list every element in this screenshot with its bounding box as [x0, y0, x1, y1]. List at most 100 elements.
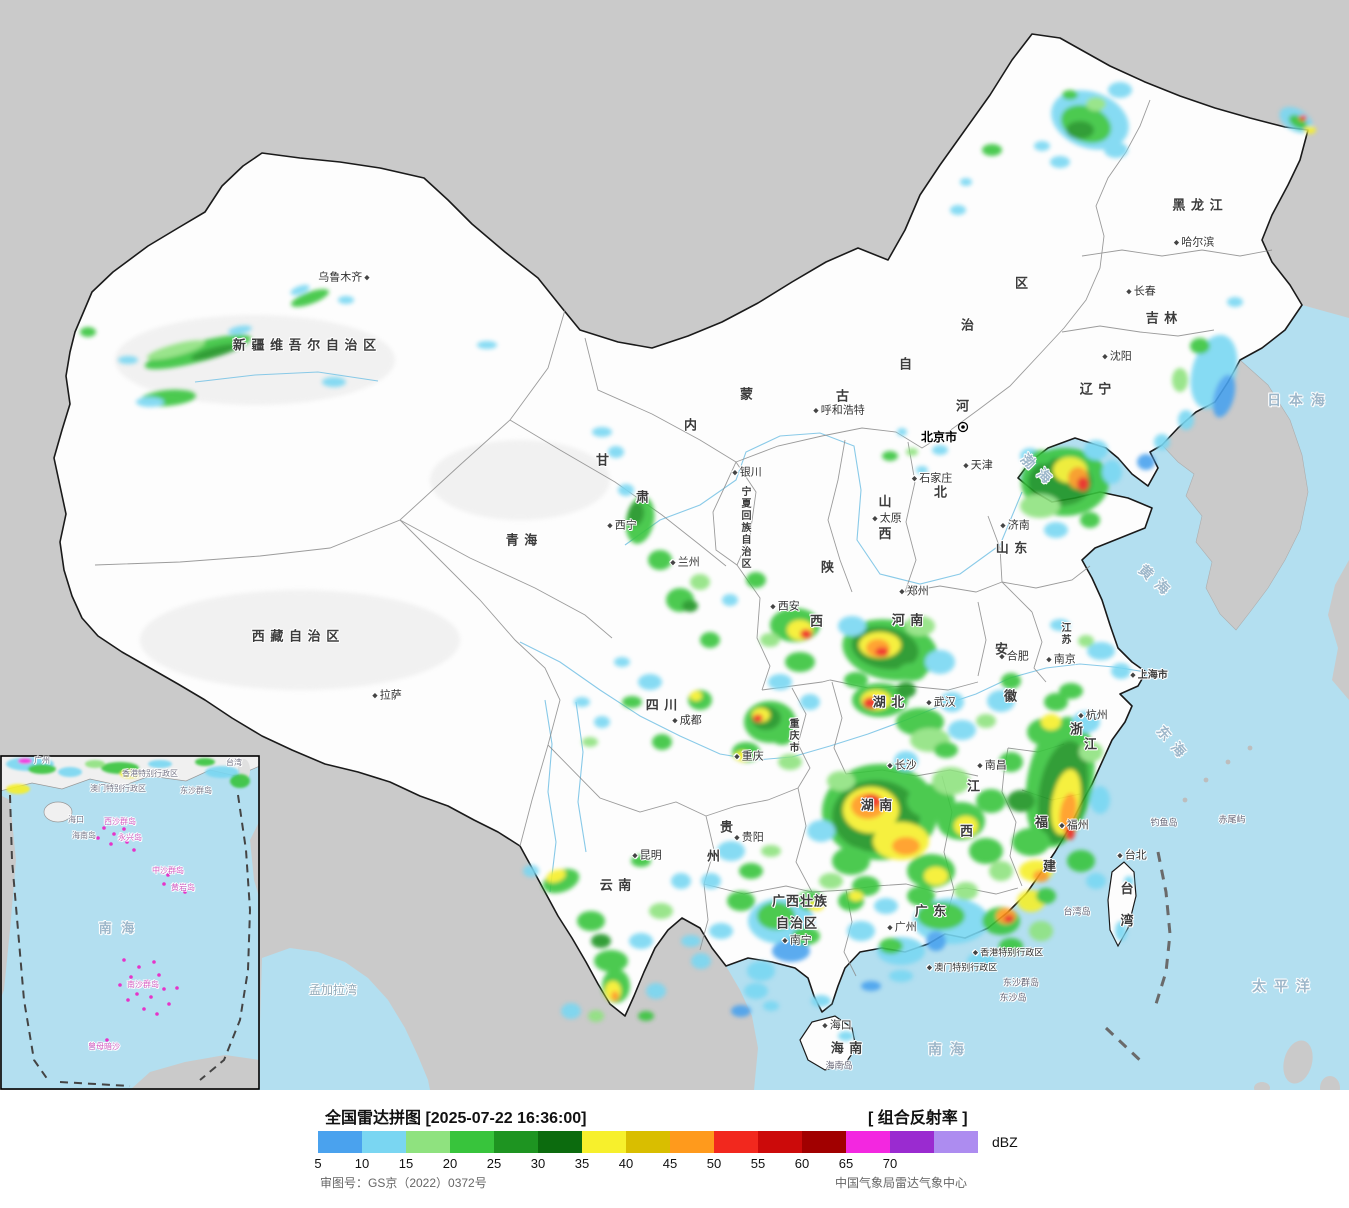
radar-echo: [1212, 374, 1236, 418]
radar-echo: [646, 983, 666, 999]
radar-echo: [1086, 97, 1106, 111]
radar-echo: [322, 377, 346, 387]
scale-segment: [450, 1131, 494, 1153]
radar-echo: [1066, 121, 1094, 139]
radar-echo: [1190, 338, 1210, 354]
ryukyu-islands: [1182, 745, 1253, 803]
radar-echo: [627, 502, 645, 526]
radar-echo: [681, 935, 701, 947]
radar-echo: [894, 751, 918, 771]
island-dot: [132, 848, 136, 852]
radar-echo: [205, 766, 239, 778]
radar-echo: [932, 767, 970, 795]
radar-echo: [1104, 142, 1128, 158]
china-radar-map: [0, 0, 1349, 1090]
radar-echo: [960, 178, 972, 186]
radar-echo: [874, 898, 898, 914]
scale-segment: [318, 1131, 362, 1153]
radar-echo: [546, 869, 566, 883]
radar-echo: [1090, 786, 1110, 814]
scale-tick-label: 55: [750, 1156, 766, 1171]
radar-echo: [638, 674, 662, 690]
island-dot: [137, 965, 141, 969]
radar-echo: [954, 882, 978, 900]
capital-symbol: [957, 421, 969, 433]
philippines-islands: [1254, 1040, 1340, 1090]
scale-segment: [362, 1131, 406, 1153]
inset-map: [0, 755, 260, 1090]
radar-echo: [1227, 297, 1243, 307]
radar-echo: [827, 771, 855, 791]
radar-echo: [879, 938, 903, 954]
scale-segment: [846, 1131, 890, 1153]
radar-echo: [717, 841, 745, 861]
island-dot: [162, 882, 166, 886]
island-dot: [122, 827, 126, 831]
island-dot: [175, 868, 179, 872]
scale-segment: [802, 1131, 846, 1153]
radar-echo: [768, 674, 792, 690]
radar-echo: [195, 758, 215, 766]
radar-echo: [1084, 440, 1108, 460]
scale-tick-label: 15: [398, 1156, 414, 1171]
radar-echo: [190, 343, 240, 361]
scale-segment: [406, 1131, 450, 1153]
radar-echo: [1020, 494, 1060, 518]
scale-tick-label: 5: [314, 1156, 322, 1171]
radar-echo-layer: [80, 82, 1316, 1041]
island-dot: [145, 979, 149, 983]
radar-echo: [838, 1031, 854, 1041]
radar-echo: [863, 794, 881, 808]
scale-segment: [538, 1131, 582, 1153]
province-borders: [94, 99, 1273, 977]
radar-echo: [882, 451, 898, 461]
radar-echo: [1154, 434, 1170, 450]
radar-echo: [574, 697, 590, 707]
radar-echo: [747, 961, 775, 981]
radar-echo: [924, 867, 948, 885]
radar-echo: [800, 629, 812, 639]
scale-segment: [626, 1131, 670, 1153]
radar-echo: [898, 663, 926, 681]
radar-echo: [477, 341, 497, 349]
radar-echo: [671, 873, 691, 889]
radar-echo: [987, 690, 1015, 712]
island-dot: [162, 987, 166, 991]
radar-echo: [709, 923, 733, 939]
scale-tick-label: 65: [838, 1156, 854, 1171]
inset-hainan: [43, 801, 73, 823]
scale-segment: [890, 1131, 934, 1153]
color-scale-ticks: 5 10 15 20 25 30 35 40 45 50 55 60 65 70: [314, 1156, 1018, 1172]
radar-echo: [757, 902, 795, 930]
radar-echo: [1044, 522, 1068, 538]
island-dot: [183, 890, 187, 894]
inset-vietnam-coast: [1, 795, 16, 998]
radar-echo: [739, 863, 763, 879]
radar-echo: [6, 784, 30, 794]
scale-tick-label: 30: [530, 1156, 546, 1171]
radar-echo: [1004, 915, 1014, 923]
radar-echo: [85, 760, 105, 768]
radar-echo: [772, 731, 792, 745]
scale-tick-label: 10: [354, 1156, 370, 1171]
radar-echo: [844, 672, 868, 688]
island-dot: [125, 840, 129, 844]
radar-echo: [875, 647, 889, 657]
radar-echo: [863, 697, 879, 709]
radar-echo: [649, 903, 673, 919]
radar-echo: [230, 774, 250, 788]
scale-segment: [934, 1131, 978, 1153]
radar-echo: [800, 694, 820, 710]
radar-echo: [889, 970, 913, 982]
island-dot: [156, 866, 160, 870]
radar-echo: [1102, 460, 1122, 484]
radar-echo: [969, 838, 1003, 864]
radar-echo: [523, 865, 539, 877]
radar-echo: [1115, 921, 1127, 941]
radar-echo: [950, 205, 966, 215]
radar-echo: [852, 876, 880, 896]
radar-echo: [1059, 683, 1083, 699]
radar-echo: [58, 767, 82, 777]
scale-segment: [714, 1131, 758, 1153]
inset-sea: [1, 756, 259, 1089]
